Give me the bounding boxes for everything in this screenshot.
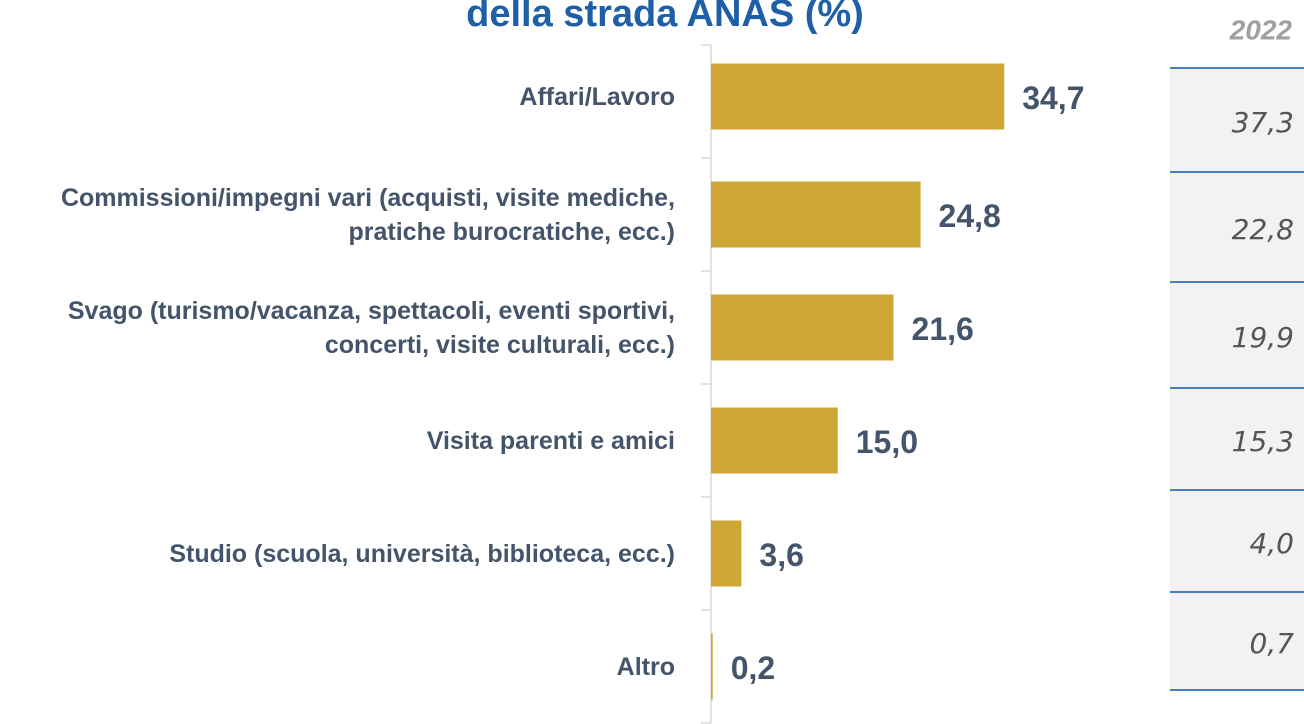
bar [711,63,1005,130]
category-label: Affari/Lavoro [519,82,675,111]
value-label: 15,0 [856,424,918,460]
bar [711,633,713,700]
category-label: Svago (turismo/vacanza, spettacoli, even… [67,296,675,359]
chart-title: della strada ANAS (%) [466,0,864,35]
table-value: 37,3 [1232,106,1294,139]
value-label: 3,6 [759,537,803,573]
bar [711,294,894,361]
table-value: 4,0 [1249,527,1294,560]
table-value: 22,8 [1232,213,1294,246]
table-value: 0,7 [1249,627,1294,660]
value-label: 0,2 [731,650,775,686]
bar [711,520,742,587]
category-label: Visita parenti e amici [426,426,675,455]
category-label: Commissioni/impegni vari (acquisti, visi… [60,183,675,246]
table-background [1170,68,1304,690]
table-value: 15,3 [1232,425,1294,458]
value-label: 21,6 [912,311,974,347]
table-header: 2022 [1229,14,1293,45]
category-label: Altro [616,652,675,681]
category-label: Studio (scuola, università, biblioteca, … [169,539,675,568]
value-label: 24,8 [939,198,1001,234]
value-label: 34,7 [1022,80,1084,116]
bar [711,181,921,248]
table-value: 19,9 [1232,321,1294,354]
bar [711,407,838,474]
